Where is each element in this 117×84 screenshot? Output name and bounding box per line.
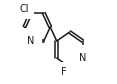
Text: N: N bbox=[79, 53, 86, 63]
Text: Cl: Cl bbox=[19, 4, 29, 14]
Text: F: F bbox=[61, 67, 67, 77]
Text: N: N bbox=[27, 36, 35, 46]
